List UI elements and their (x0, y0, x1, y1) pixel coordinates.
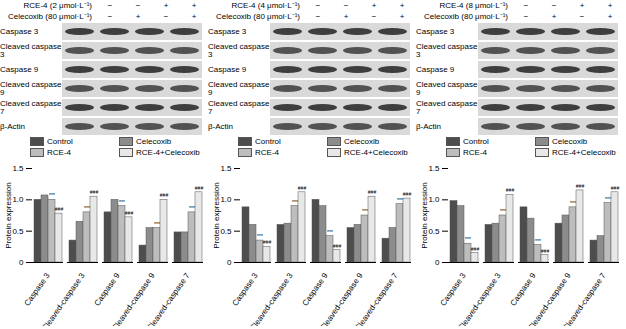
svg-text:1.0: 1.0 (428, 195, 440, 204)
svg-text:***: *** (119, 199, 125, 205)
html-text:β-Actin: β-Actin (208, 121, 234, 131)
svg-text:***: *** (570, 200, 576, 206)
html-text:RCE-4+Celecoxib: RCE-4+Celecoxib (344, 148, 408, 157)
html-text:RCE-4 (4 μmol·L⁻¹): RCE-4 (4 μmol·L⁻¹) (231, 1, 300, 10)
svg-text:###: ### (195, 185, 204, 191)
svg-text:Protein expression: Protein expression (212, 182, 221, 248)
svg-text:0: 0 (227, 258, 232, 267)
html-text:Control: Control (47, 137, 73, 146)
svg-text:###: ### (263, 239, 272, 245)
html-text:Caspase 9: Caspase 9 (208, 64, 247, 74)
svg-text:***: *** (84, 205, 90, 211)
html-text:Cleaved caspase 3: Cleaved caspase 3 (208, 41, 270, 59)
html-text:Control: Control (255, 137, 281, 146)
svg-text:0.5: 0.5 (220, 227, 232, 236)
svg-text:***: *** (49, 192, 55, 198)
html-text:β-Actin: β-Actin (416, 121, 442, 131)
html-text:Control: Control (463, 137, 489, 146)
svg-text:###: ### (90, 189, 99, 195)
html-text:RCE-4: RCE-4 (463, 148, 487, 157)
svg-text:###: ### (125, 210, 134, 216)
svg-text:Caspase 3: Caspase 3 (22, 271, 52, 308)
html-text:Cleaved caspase 9: Cleaved caspase 9 (0, 79, 62, 97)
svg-text:1.0: 1.0 (12, 195, 24, 204)
svg-text:###: ### (333, 243, 342, 249)
svg-text:0.5: 0.5 (12, 227, 24, 236)
svg-text:Caspase 9: Caspase 9 (92, 271, 122, 308)
svg-text:###: ### (611, 185, 620, 191)
html-text:Cleaved caspase 9: Cleaved caspase 9 (416, 79, 478, 97)
svg-text:Caspase 3: Caspase 3 (230, 271, 260, 308)
svg-text:***: *** (465, 236, 471, 242)
svg-text:###: ### (576, 183, 585, 189)
html-text:Cleaved caspase 7: Cleaved caspase 7 (416, 98, 478, 116)
html-text:Cleaved caspase 9: Cleaved caspase 9 (208, 79, 270, 97)
svg-text:###: ### (541, 248, 550, 254)
html-text:RCE-4+Celecoxib: RCE-4+Celecoxib (552, 148, 616, 157)
svg-text:###: ### (506, 187, 515, 193)
html-text:Celecoxib: Celecoxib (136, 137, 172, 146)
html-text:Caspase 3: Caspase 3 (208, 26, 247, 36)
svg-text:Cleaved-caspase 7: Cleaved-caspase 7 (353, 271, 400, 326)
html-text:RCE-4 (2 μmol·L⁻¹): RCE-4 (2 μmol·L⁻¹) (23, 1, 92, 10)
svg-text:***: *** (154, 221, 160, 227)
html-text:Cleaved caspase 3: Cleaved caspase 3 (416, 41, 478, 59)
svg-text:Cleaved-caspase 3: Cleaved-caspase 3 (456, 271, 503, 326)
svg-text:***: *** (362, 208, 368, 214)
html-text:Caspase 3: Caspase 3 (0, 26, 39, 36)
svg-text:0.5: 0.5 (428, 227, 440, 236)
html-text:Cleaved caspase 7: Cleaved caspase 7 (0, 98, 62, 116)
svg-text:Protein expression: Protein expression (4, 182, 13, 248)
svg-text:1.5: 1.5 (428, 164, 440, 173)
svg-text:###: ### (298, 185, 307, 191)
svg-text:***: *** (257, 233, 263, 239)
html-text:Cleaved caspase 7: Cleaved caspase 7 (208, 98, 270, 116)
svg-text:Cleaved-caspase 3: Cleaved-caspase 3 (40, 271, 87, 326)
html-text:Cleaved caspase 3: Cleaved caspase 3 (0, 41, 62, 59)
svg-text:###: ### (368, 189, 377, 195)
svg-text:***: *** (292, 199, 298, 205)
html-text:Celecoxib: Celecoxib (344, 137, 380, 146)
html-text:RCE-4+Celecoxib: RCE-4+Celecoxib (136, 148, 200, 157)
svg-text:***: *** (397, 197, 403, 203)
svg-text:0: 0 (19, 258, 24, 267)
svg-text:***: *** (605, 196, 611, 202)
svg-text:Caspase 9: Caspase 9 (300, 271, 330, 308)
html-text:RCE-4: RCE-4 (255, 148, 279, 157)
html-text:Celecoxib (80 μmol·L⁻¹): Celecoxib (80 μmol·L⁻¹) (7, 12, 92, 21)
html-text:Caspase 9: Caspase 9 (0, 64, 39, 74)
svg-text:1.5: 1.5 (220, 164, 232, 173)
svg-text:0: 0 (435, 258, 440, 267)
html-text:β-Actin: β-Actin (0, 121, 26, 131)
html-text:RCE-4 (8 μmol·L⁻¹): RCE-4 (8 μmol·L⁻¹) (439, 1, 508, 10)
svg-text:Cleaved-caspase 9: Cleaved-caspase 9 (110, 271, 157, 326)
svg-text:###: ### (55, 206, 64, 212)
svg-text:***: *** (500, 208, 506, 214)
svg-text:Caspase 9: Caspase 9 (508, 271, 538, 308)
html-text:Caspase 3: Caspase 3 (416, 26, 455, 36)
svg-text:1.0: 1.0 (220, 195, 232, 204)
svg-text:***: *** (327, 229, 333, 235)
svg-text:Cleaved-caspase 3: Cleaved-caspase 3 (248, 271, 295, 326)
svg-text:Protein expression: Protein expression (420, 182, 429, 248)
svg-text:###: ### (403, 191, 412, 197)
svg-text:Cleaved-caspase 7: Cleaved-caspase 7 (145, 271, 192, 326)
html-text:RCE-4: RCE-4 (47, 148, 71, 157)
svg-text:Cleaved-caspase 9: Cleaved-caspase 9 (318, 271, 365, 326)
svg-text:1.5: 1.5 (12, 164, 24, 173)
svg-text:Caspase 3: Caspase 3 (438, 271, 468, 308)
svg-text:###: ### (160, 192, 169, 198)
html-text:Caspase 9: Caspase 9 (416, 64, 455, 74)
html-text:Celecoxib (80 μmol·L⁻¹): Celecoxib (80 μmol·L⁻¹) (215, 12, 300, 21)
html-text:Celecoxib: Celecoxib (552, 137, 588, 146)
svg-text:***: *** (535, 238, 541, 244)
svg-text:***: *** (189, 205, 195, 211)
svg-text:Cleaved-caspase 7: Cleaved-caspase 7 (561, 271, 608, 326)
html-text:Celecoxib (80 μmol·L⁻¹): Celecoxib (80 μmol·L⁻¹) (423, 12, 508, 21)
svg-text:###: ### (471, 246, 480, 252)
svg-text:Cleaved-caspase 9: Cleaved-caspase 9 (526, 271, 573, 326)
